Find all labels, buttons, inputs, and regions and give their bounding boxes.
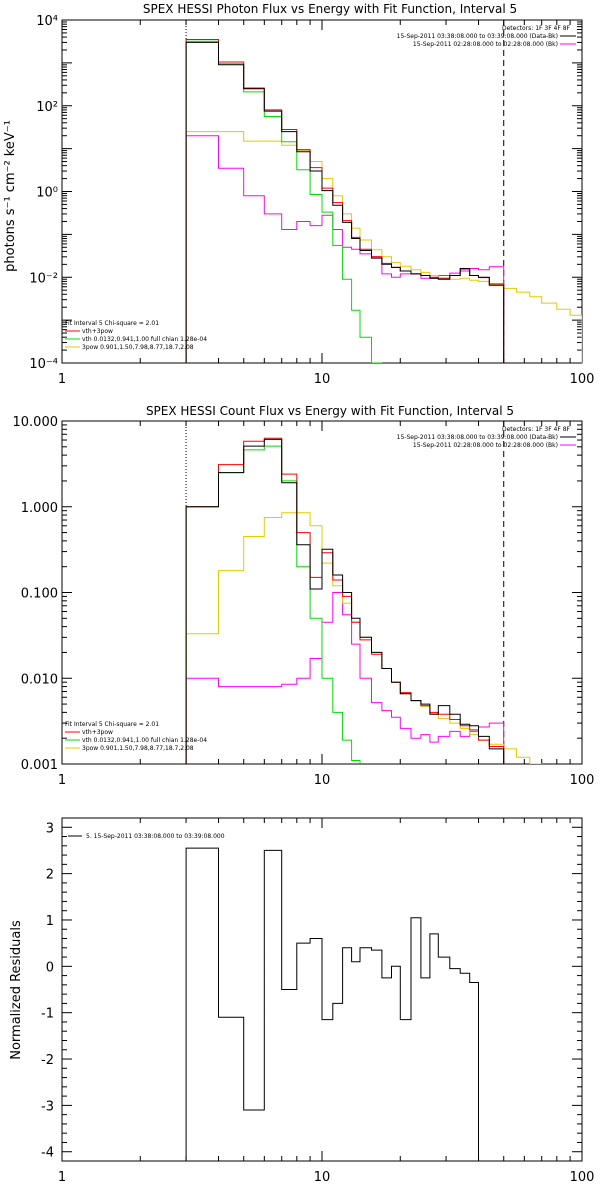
- legend-header: Detectors: 1F 3F 4F 8F: [502, 426, 571, 433]
- y-tick-label: 2: [46, 868, 54, 883]
- series-data: [185, 438, 505, 764]
- series-data: [185, 41, 505, 363]
- y-tick-label: 0: [46, 960, 54, 975]
- y-tick-label: 1.000: [21, 501, 58, 516]
- y-tick-label: -4: [41, 1146, 54, 1161]
- legend-entry: vth+3pow: [82, 328, 113, 335]
- y-tick-label: -1: [41, 1007, 54, 1022]
- series-vth: [185, 445, 361, 764]
- y-tick-label: 0.010: [21, 672, 58, 687]
- y-tick-label: -3: [41, 1099, 54, 1114]
- y-tick-label: 10⁻⁴: [29, 357, 58, 372]
- x-tick-label: 1: [58, 1170, 66, 1185]
- series-background: [185, 135, 505, 363]
- y-tick-label: 10⁰: [36, 186, 58, 201]
- legend-entry: vth 0.0132,0.941,1.00 full chian 1.28e-0…: [82, 336, 207, 343]
- series-background: [185, 592, 505, 764]
- x-tick-label: 10: [314, 372, 331, 387]
- residuals-panel: Normalized Residuals 1 10 1003210-1-2-3-45…: [9, 817, 595, 1185]
- series-residuals: [185, 847, 479, 1161]
- series-3pow: [185, 512, 543, 764]
- legend-entry: 3pow 0.901,1.50,7.98,8.77,18.7,2.08: [82, 745, 194, 752]
- legend-header: Fit Interval 5 Chi-square = 2.01: [65, 320, 159, 327]
- legend-entry: 3pow 0.901,1.50,7.98,8.77,18.7,2.08: [82, 344, 194, 351]
- photon-flux-title: SPEX HESSI Photon Flux vs Energy with Fi…: [143, 2, 517, 16]
- legend-entry: vth 0.0132,0.941,1.00 full chian 1.28e-0…: [82, 737, 207, 744]
- legend-entry: vth+3pow: [82, 729, 113, 736]
- legend-entry: 15-Sep-2011 02:28:08.000 to 02:28:08.000…: [413, 442, 558, 449]
- y-tick-label: 10²: [36, 100, 58, 115]
- y-tick-label: 1: [46, 914, 54, 929]
- series-group: [185, 847, 479, 1161]
- x-tick-label: 100: [570, 773, 595, 788]
- x-tick-label: 1: [58, 773, 66, 788]
- x-tick-label: 10: [314, 773, 331, 788]
- x-tick-label: 100: [570, 1170, 595, 1185]
- legend-entry: 15-Sep-2011 03:38:08.000 to 03:39:08.000…: [397, 434, 558, 441]
- legend-entry: 15-Sep-2011 03:38:08.000 to 03:39:08.000…: [397, 33, 558, 40]
- count-flux-title: SPEX HESSI Count Flux vs Energy with Fit…: [146, 404, 514, 418]
- y-tick-label: 0.100: [21, 587, 58, 602]
- series-vth: [185, 40, 383, 363]
- legend-header: Detectors: 1F 3F 4F 8F: [502, 25, 571, 32]
- y-tick-label: 10.000: [13, 415, 59, 430]
- photon-flux-panel: SPEX HESSI Photon Flux vs Energy with Fi…: [3, 2, 594, 387]
- legend-entry: 5. 15-Sep-2011 03:38:08.000 to 03:39:08.…: [86, 833, 225, 840]
- x-tick-label: 1: [58, 372, 66, 387]
- x-tick-label: 100: [570, 372, 595, 387]
- series-group: [185, 437, 543, 764]
- y-tick-label: -2: [41, 1053, 54, 1068]
- y-tick-label: 10⁴: [36, 14, 58, 29]
- residuals-ylabel: Normalized Residuals: [9, 920, 24, 1060]
- y-tick-label: 3: [46, 821, 54, 836]
- count-flux-panel: SPEX HESSI Count Flux vs Energy with Fit…: [13, 404, 595, 788]
- series-vth+3pow: [185, 437, 505, 764]
- y-tick-label: 10⁻²: [29, 271, 58, 286]
- x-tick-label: 10: [314, 1170, 331, 1185]
- series-group: [185, 39, 582, 363]
- photon-flux-ylabel: photons s⁻¹ cm⁻² keV⁻¹: [3, 120, 18, 272]
- y-tick-label: 0.001: [21, 758, 58, 773]
- series-3pow: [185, 131, 582, 363]
- legend-entry: 15-Sep-2011 02:28:08.000 to 02:28:08.000…: [413, 41, 558, 48]
- series-vth+3pow: [185, 39, 505, 363]
- legend-header: Fit Interval 5 Chi-square = 2.01: [65, 721, 159, 728]
